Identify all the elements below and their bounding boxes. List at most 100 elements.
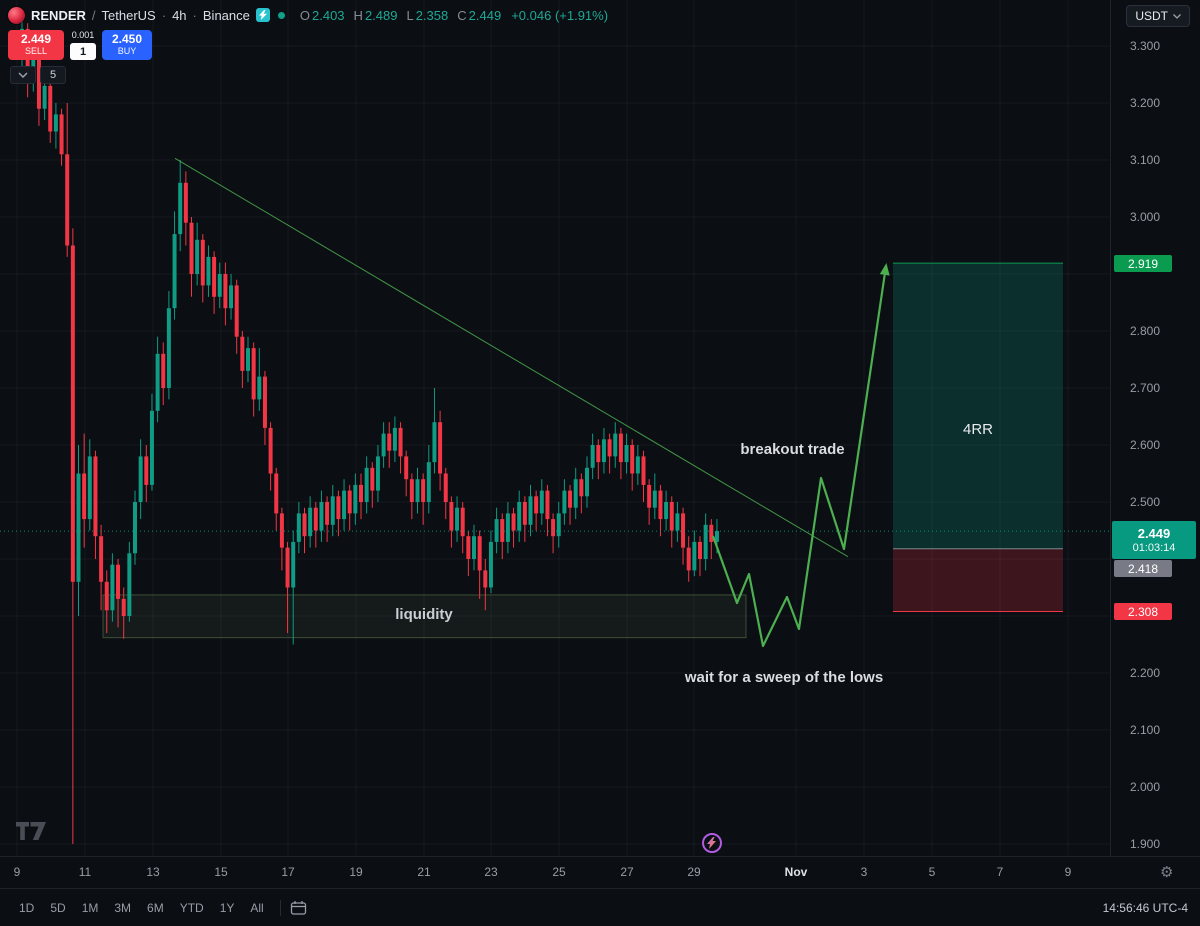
close-label: C [457, 7, 467, 23]
target-price-label[interactable]: 2.919 [1114, 255, 1172, 272]
candle-body [669, 502, 674, 531]
candle-body [291, 541, 296, 588]
candle-body [681, 513, 686, 548]
symbol-separator: / [91, 7, 96, 23]
range-button-all[interactable]: All [250, 900, 264, 915]
stream-icon[interactable] [255, 8, 270, 22]
go-to-date-button[interactable] [290, 900, 307, 916]
currency-dropdown[interactable]: USDT [1126, 5, 1190, 27]
price-tick: 2.100 [1130, 723, 1161, 737]
time-tick: 5 [928, 865, 936, 879]
gear-icon[interactable]: ⚙ [1160, 864, 1174, 881]
candle-body [449, 502, 454, 531]
price-scale[interactable]: 3.300 3.200 3.100 3.000 2.800 2.700 2.600 2.500… [1110, 0, 1200, 856]
time-tick: 9 [13, 865, 21, 879]
long-position-loss-zone[interactable] [893, 548, 1063, 612]
time-tick: 9 [1064, 865, 1072, 879]
tradingview-logo[interactable] [16, 822, 46, 847]
bottom-toolbar: 1D 5D 1M 3M 6M YTD 1Y All 14:56:46 UTC-4 [0, 888, 1200, 926]
ohlc-readout: O 2.403 H 2.489 L 2.358 C 2.449 +0.046 (… [293, 8, 608, 23]
sell-button[interactable]: 2.449 SELL [8, 30, 64, 60]
symbol-name[interactable]: RENDER [31, 7, 86, 23]
candle-body [375, 456, 380, 491]
chevron-down-icon [18, 72, 28, 78]
range-button-3m[interactable]: 3M [114, 900, 132, 915]
candlestick-series [20, 17, 719, 844]
candle-body [347, 490, 352, 514]
range-button-1d[interactable]: 1D [19, 900, 35, 915]
candle-body [460, 507, 465, 537]
candle-body [534, 496, 539, 514]
high-label: H [353, 7, 363, 23]
candle-body [573, 479, 578, 508]
bolt-glyph [258, 10, 267, 20]
time-scale[interactable]: ⚙ 9 11 13 15 17 19 21 23 25 27 29 Nov 3 5 7 9 [0, 856, 1200, 889]
candle-body [472, 536, 476, 559]
candle-body [635, 456, 640, 474]
candle-body [313, 507, 318, 531]
long-position-profit-zone[interactable] [893, 263, 1063, 549]
symbol-logo[interactable] [8, 6, 25, 24]
buy-button[interactable]: 2.450 BUY [102, 30, 152, 60]
candle-body [268, 427, 273, 474]
candle-body [381, 433, 386, 457]
range-button-6m[interactable]: 6M [147, 900, 164, 915]
annotation-breakout-trade[interactable]: breakout trade [740, 441, 845, 458]
range-button-1y[interactable]: 1Y [219, 900, 235, 915]
symbol-header: RENDER / TetherUS · 4h · Binance O 2.403… [8, 4, 608, 26]
candle-body [82, 473, 87, 520]
annotation-sweep-lows[interactable]: wait for a sweep of the lows [684, 669, 884, 686]
tv-logo-glyph [16, 822, 46, 840]
last-price-label: 2.449 01:03:14 [1112, 521, 1196, 559]
candle-body [455, 507, 460, 531]
legend-expand-button[interactable] [10, 66, 36, 84]
trendline[interactable] [174, 157, 849, 558]
candle-body [212, 256, 217, 297]
range-button-ytd[interactable]: YTD [179, 900, 204, 915]
quantity-field[interactable]: 1 [70, 43, 96, 60]
time-tick: Nov [784, 865, 808, 879]
candle-body [483, 570, 488, 588]
candle-body [110, 564, 115, 611]
candle-body [155, 353, 160, 411]
candle-body [624, 445, 629, 463]
buy-label: BUY [117, 46, 137, 56]
price-tick: 2.200 [1130, 666, 1161, 680]
change-value: +0.046 (+1.91%) [511, 7, 609, 23]
legend-count-badge[interactable]: 5 [40, 66, 66, 84]
quote-currency[interactable]: TetherUS [101, 7, 156, 23]
legend-collapsed: 5 [10, 66, 66, 84]
candle-body [500, 519, 505, 542]
time-tick: 25 [552, 865, 566, 879]
clock-readout[interactable]: 14:56:46 UTC-4 [1102, 900, 1188, 915]
range-button-5d[interactable]: 5D [50, 900, 66, 915]
candle-body [76, 473, 81, 582]
entry-price-label[interactable]: 2.418 [1114, 560, 1172, 577]
liquidity-zone-box[interactable] [102, 594, 747, 639]
annotation-liquidity[interactable]: liquidity [395, 606, 453, 623]
candle-body [488, 541, 493, 588]
candle-body [161, 353, 166, 388]
candle-body [104, 581, 109, 611]
interval-label[interactable]: 4h [172, 7, 187, 23]
chevron-down-icon [1173, 13, 1181, 19]
annotation-risk-reward[interactable]: 4RR [962, 421, 993, 438]
projected-path-arrow[interactable] [711, 263, 890, 648]
candle-body [200, 239, 205, 286]
time-tick: 7 [996, 865, 1004, 879]
candle-body [285, 547, 290, 588]
sell-price: 2.449 [20, 32, 52, 46]
candle-body [664, 502, 669, 520]
candle-body [330, 496, 335, 525]
stop-price-label[interactable]: 2.308 [1114, 603, 1172, 620]
candle-body [195, 239, 200, 274]
high-value: 2.489 [364, 7, 398, 23]
dot-separator: · [192, 7, 197, 23]
range-button-1m[interactable]: 1M [81, 900, 99, 915]
exchange-label[interactable]: Binance [202, 7, 250, 23]
boost-icon[interactable] [702, 833, 722, 853]
price-tick: 2.500 [1130, 495, 1161, 509]
sell-label: SELL [24, 46, 48, 56]
candle-body [53, 114, 58, 132]
